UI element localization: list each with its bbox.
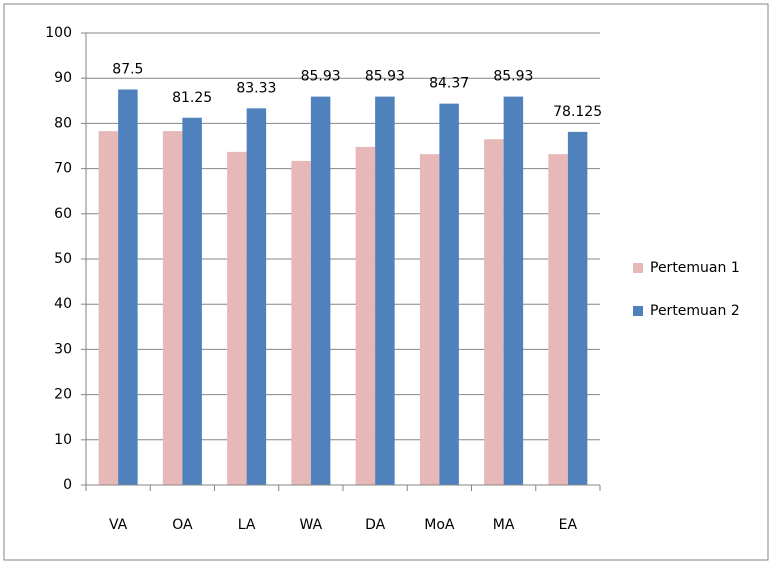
y-tick-label: 90 — [54, 70, 72, 86]
bar — [162, 131, 183, 486]
bar — [227, 151, 247, 485]
bar — [182, 117, 202, 485]
bar — [439, 103, 459, 486]
legend-swatch — [633, 263, 643, 273]
x-tick-label: WA — [300, 517, 323, 533]
bar — [419, 154, 440, 486]
data-label: 84.37 — [429, 76, 469, 92]
y-tick-label: 100 — [45, 25, 72, 41]
x-tick-label: VA — [109, 517, 128, 533]
x-tick-label: EA — [559, 517, 578, 533]
data-label: 83.33 — [236, 80, 276, 96]
data-label: 85.93 — [493, 69, 533, 85]
y-tick-label: 30 — [54, 341, 72, 357]
bar — [310, 96, 331, 485]
data-label: 78.125 — [553, 104, 602, 120]
bar — [118, 89, 138, 485]
x-tick-label: MoA — [424, 517, 455, 533]
y-tick-label: 60 — [54, 206, 72, 222]
x-tick-label: MA — [493, 517, 515, 533]
bar — [503, 96, 524, 485]
legend-label: Pertemuan 1 — [650, 260, 740, 276]
bar — [548, 154, 568, 486]
data-label: 87.5 — [112, 62, 143, 78]
x-tick-label: DA — [365, 517, 386, 533]
bar — [246, 108, 267, 486]
bar — [567, 131, 588, 485]
y-tick-label: 80 — [54, 115, 72, 131]
bar — [355, 146, 376, 486]
y-tick-label: 40 — [54, 296, 72, 312]
legend-label: Pertemuan 2 — [650, 303, 740, 319]
x-tick-label: OA — [172, 517, 193, 533]
data-label: 85.93 — [301, 69, 341, 85]
y-tick-label: 10 — [54, 432, 72, 448]
bar — [375, 96, 395, 485]
bar — [291, 160, 311, 485]
data-label: 81.25 — [172, 90, 212, 106]
y-tick-label: 70 — [54, 161, 72, 177]
y-tick-label: 0 — [63, 477, 72, 493]
y-tick-label: 20 — [54, 387, 72, 403]
y-tick-label: 50 — [54, 251, 72, 267]
x-tick-label: LA — [238, 517, 256, 533]
data-label: 85.93 — [365, 69, 405, 85]
bar — [98, 131, 119, 486]
bar — [484, 139, 504, 485]
legend-swatch — [633, 306, 643, 316]
